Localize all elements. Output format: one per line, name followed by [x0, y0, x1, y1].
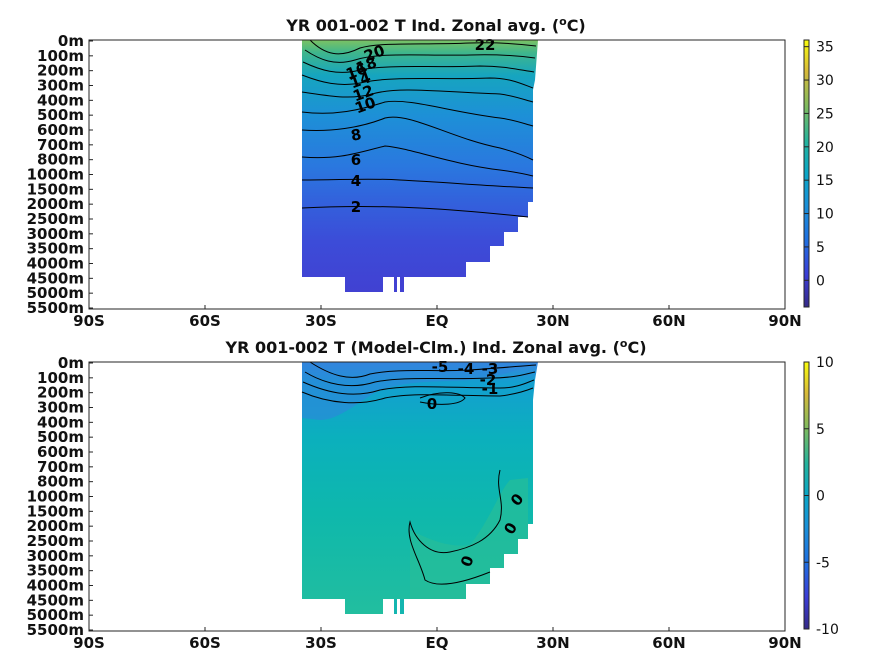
panel1-contour-lines [301, 39, 537, 218]
x-tick-label: 90N [768, 312, 801, 330]
y-tick-label: 300m [37, 77, 84, 95]
colorbar-tick-label: 0 [816, 273, 825, 289]
panel-temperature: YR 001-002 T Ind. Zonal avg. (oC) 22 20 … [27, 15, 834, 331]
x-tick-label: 90S [73, 634, 105, 652]
panel1-seamount-strip [394, 277, 397, 292]
y-tick-label: 700m [37, 458, 84, 476]
y-tick-label: 2500m [27, 210, 84, 228]
panel1-title: YR 001-002 T Ind. Zonal avg. (oC) [285, 15, 586, 36]
colorbar-tick-label: 10 [816, 355, 834, 371]
contour-label: -5 [432, 358, 449, 376]
contour-label: 6 [351, 151, 361, 169]
y-tick-label: 5000m [27, 606, 84, 624]
panel2-contour-lines [301, 361, 537, 585]
y-tick-label: 2000m [27, 517, 84, 535]
contour-label: 2 [351, 198, 361, 216]
y-tick-label: 5500m [27, 621, 84, 639]
y-tick-label: 200m [37, 384, 84, 402]
panel-temperature-anomaly: YR 001-002 T (Model-Clm.) Ind. Zonal avg… [27, 337, 839, 653]
x-tick-label: 60S [189, 634, 221, 652]
panel1-colorbar [803, 39, 810, 308]
colorbar-tick-label: 25 [816, 106, 834, 122]
y-tick-label: 0m [58, 354, 84, 372]
panel1-x-axis: 90S 60S 30S EQ 30N 60N 90N [73, 305, 802, 330]
contour-label: -4 [458, 360, 475, 378]
y-tick-label: 1500m [27, 180, 84, 198]
y-tick-label: 4500m [27, 591, 84, 609]
panel1-colorbar-ticks: 35 30 25 20 15 10 5 0 [804, 40, 834, 289]
y-tick-label: 500m [37, 106, 84, 124]
y-tick-label: 600m [37, 443, 84, 461]
y-tick-label: 300m [37, 399, 84, 417]
y-tick-label: 500m [37, 428, 84, 446]
panel2-title: YR 001-002 T (Model-Clm.) Ind. Zonal avg… [224, 337, 646, 358]
y-tick-label: 4000m [27, 255, 84, 273]
panel2-x-axis: 90S 60S 30S EQ 30N 60N 90N [73, 627, 802, 652]
y-tick-label: 600m [37, 121, 84, 139]
x-tick-label: 60N [652, 312, 685, 330]
panel2-seamount-strip [400, 599, 404, 614]
x-tick-label: EQ [426, 634, 449, 652]
x-tick-label: 60N [652, 634, 685, 652]
contour-label: 22 [475, 36, 496, 54]
x-tick-label: 30N [536, 634, 569, 652]
y-tick-label: 2000m [27, 195, 84, 213]
y-tick-label: 2500m [27, 532, 84, 550]
panel1-seamount-strip [400, 277, 404, 292]
y-tick-label: 3000m [27, 225, 84, 243]
x-tick-label: 30S [305, 634, 337, 652]
colorbar-tick-label: -5 [816, 555, 830, 571]
contour-label: -2 [480, 371, 497, 389]
x-tick-label: 60S [189, 312, 221, 330]
y-tick-label: 100m [37, 47, 84, 65]
colorbar-tick-label: 15 [816, 173, 834, 189]
x-tick-label: EQ [426, 312, 449, 330]
x-tick-label: 90N [768, 634, 801, 652]
colorbar-tick-label: 10 [816, 207, 834, 223]
y-tick-label: 3500m [27, 562, 84, 580]
y-tick-label: 4000m [27, 577, 84, 595]
panel1-temperature-field [302, 40, 538, 292]
panel2-colorbar-ticks: 10 5 0 -5 -10 [804, 355, 839, 638]
y-tick-label: 3500m [27, 240, 84, 258]
colorbar-tick-label: 5 [816, 422, 825, 438]
panel2-warm-patch [410, 478, 528, 599]
panel1-y-axis: 0m100m200m300m400m500m600m700m800m1000m1… [27, 32, 93, 317]
contour-label: 4 [351, 172, 361, 190]
y-tick-label: 100m [37, 369, 84, 387]
x-tick-label: 30N [536, 312, 569, 330]
panel1-contour-labels: 22 20 18 16 14 12 10 8 6 4 2 [343, 36, 495, 216]
colorbar-tick-label: -10 [816, 622, 839, 638]
y-tick-label: 5500m [27, 299, 84, 317]
y-tick-label: 0m [58, 32, 84, 50]
contour-label: 8 [349, 125, 362, 145]
contour-label: 0 [427, 395, 437, 413]
y-tick-label: 700m [37, 136, 84, 154]
colorbar-tick-label: 5 [816, 240, 825, 256]
y-tick-label: 400m [37, 413, 84, 431]
y-tick-label: 1500m [27, 502, 84, 520]
panel2-y-axis: 0m100m200m300m400m500m600m700m800m1000m1… [27, 354, 93, 639]
y-tick-label: 5000m [27, 284, 84, 302]
x-tick-label: 90S [73, 312, 105, 330]
colorbar-tick-label: 30 [816, 73, 834, 89]
y-tick-label: 800m [37, 473, 84, 491]
y-tick-label: 200m [37, 62, 84, 80]
y-tick-label: 1000m [27, 166, 84, 184]
contour-label: -3 [482, 360, 499, 378]
contour-label: -1 [482, 380, 499, 398]
y-tick-label: 400m [37, 91, 84, 109]
colorbar-tick-label: 0 [816, 489, 825, 505]
panel2-seamount-strip [394, 599, 397, 614]
y-tick-label: 1000m [27, 488, 84, 506]
y-tick-label: 4500m [27, 269, 84, 287]
colorbar-tick-label: 20 [816, 140, 834, 156]
y-tick-label: 800m [37, 151, 84, 169]
colorbar-tick-label: 35 [816, 40, 834, 56]
x-tick-label: 30S [305, 312, 337, 330]
y-tick-label: 3000m [27, 547, 84, 565]
